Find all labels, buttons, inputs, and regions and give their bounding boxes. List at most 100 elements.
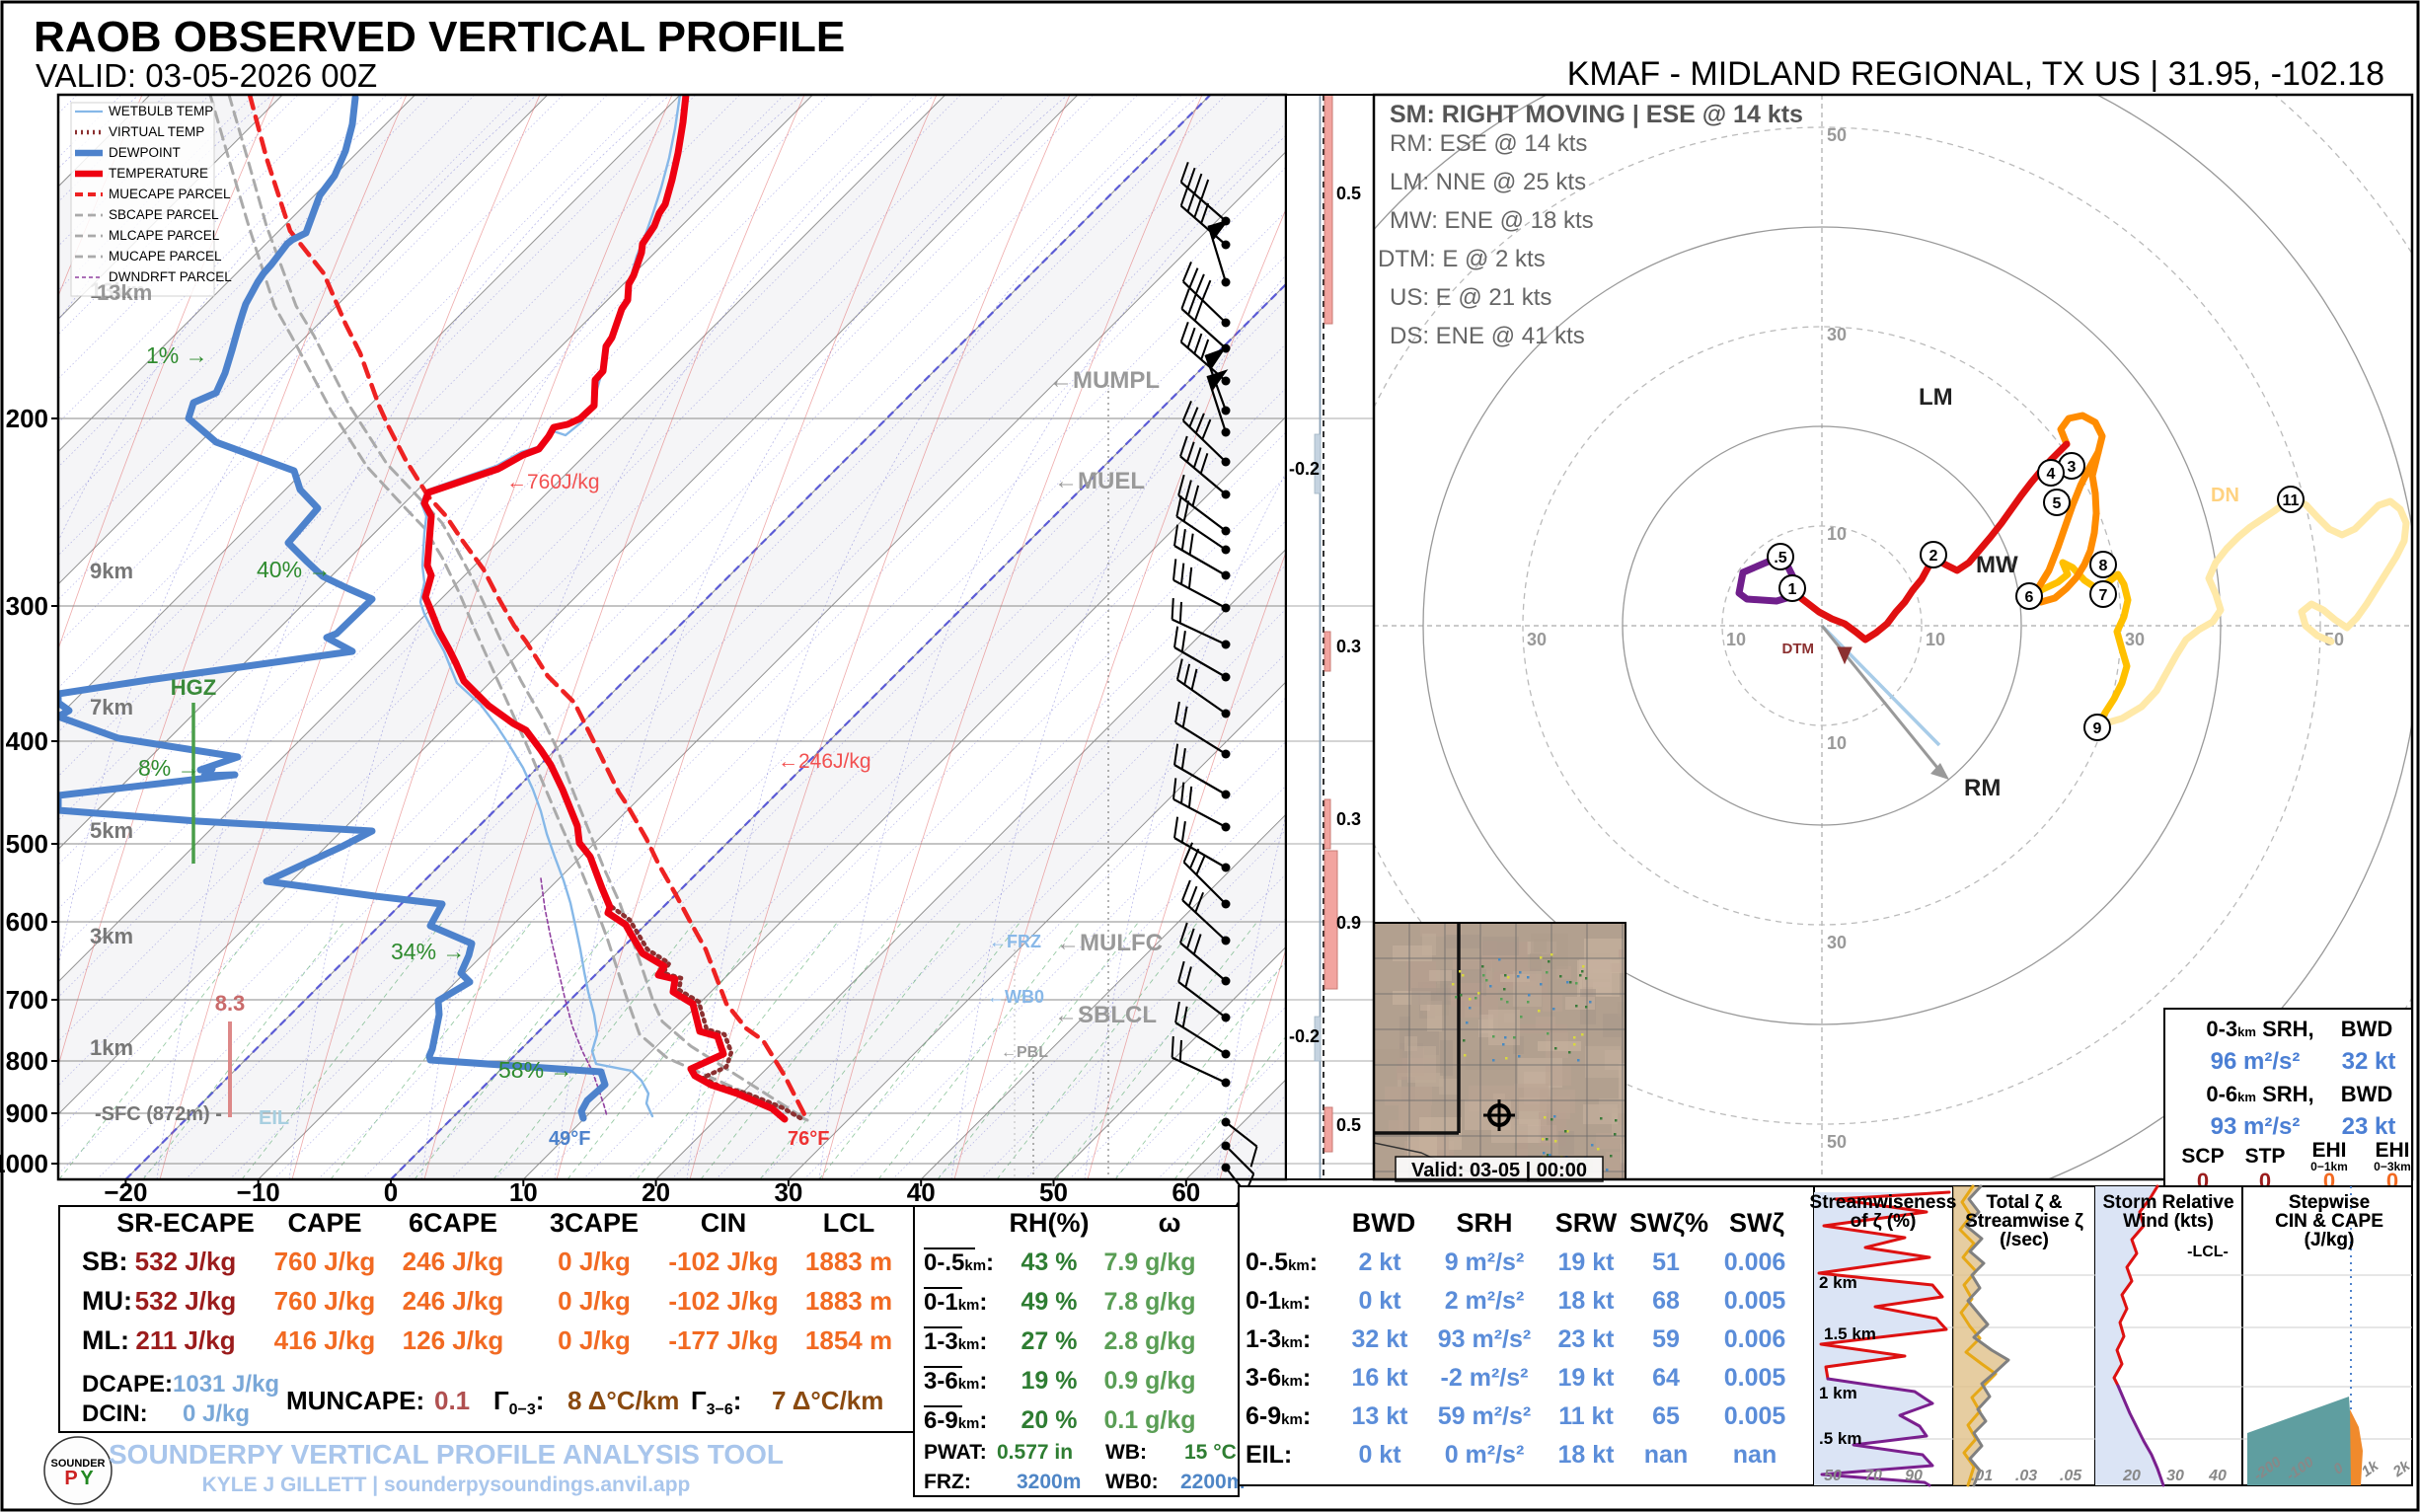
svg-text:1-3km:: 1-3km: — [924, 1328, 987, 1355]
svg-text:0−3km: 0−3km — [2374, 1160, 2411, 1173]
svg-text:760 J/kg: 760 J/kg — [274, 1247, 376, 1276]
svg-text:532 J/kg: 532 J/kg — [135, 1247, 237, 1276]
svg-text:34% →: 34% → — [391, 939, 465, 964]
svg-text:-2 m²/s²: -2 m²/s² — [1441, 1364, 1529, 1392]
svg-text:6: 6 — [2025, 589, 2034, 606]
svg-text:19 kt: 19 kt — [1558, 1364, 1616, 1392]
svg-text:−10: −10 — [237, 1177, 280, 1207]
svg-text:CIN: CIN — [701, 1208, 747, 1238]
svg-text:532 J/kg: 532 J/kg — [135, 1286, 237, 1316]
svg-text:400: 400 — [6, 726, 48, 756]
svg-text:CIN & CAPE: CIN & CAPE — [2275, 1211, 2383, 1232]
svg-text:0.005: 0.005 — [1724, 1287, 1786, 1315]
svg-text:246 J/kg: 246 J/kg — [403, 1286, 504, 1316]
svg-text:-0.2: -0.2 — [1289, 459, 1320, 479]
svg-text:Storm Relative: Storm Relative — [2102, 1192, 2233, 1213]
svg-text:Γ3−6:: Γ3−6: — [691, 1386, 741, 1418]
svg-text:VALID: 03-05-2026 00Z: VALID: 03-05-2026 00Z — [36, 57, 377, 94]
svg-text:1% →: 1% → — [146, 342, 208, 368]
svg-text:0 J/kg: 0 J/kg — [558, 1325, 631, 1355]
svg-text:TEMPERATURE: TEMPERATURE — [109, 166, 208, 181]
svg-text:0: 0 — [384, 1177, 398, 1207]
svg-text:←MULFC: ←MULFC — [1056, 930, 1163, 956]
svg-text:9: 9 — [2093, 720, 2102, 737]
svg-text:60: 60 — [1172, 1177, 1200, 1207]
svg-text:3CAPE: 3CAPE — [550, 1208, 639, 1238]
svg-text:WB0:: WB0: — [1105, 1471, 1159, 1493]
svg-text:59: 59 — [1652, 1325, 1680, 1353]
svg-text:20 %: 20 % — [1021, 1406, 1078, 1434]
svg-text:(/sec): (/sec) — [2000, 1230, 2049, 1250]
svg-text:3: 3 — [2068, 459, 2077, 476]
svg-text:DCAPE:: DCAPE: — [82, 1371, 173, 1398]
svg-text:126 J/kg: 126 J/kg — [403, 1325, 504, 1355]
svg-text:Y: Y — [80, 1468, 94, 1489]
svg-text:EHI: EHI — [2375, 1139, 2409, 1162]
svg-text:LCL: LCL — [823, 1208, 874, 1238]
svg-text:30: 30 — [774, 1177, 802, 1207]
svg-text:93 m²/s²: 93 m²/s² — [2211, 1113, 2301, 1140]
svg-text:7.8 g/kg: 7.8 g/kg — [1103, 1288, 1195, 1316]
svg-text:LM: NNE @ 25 kts: LM: NNE @ 25 kts — [1390, 169, 1586, 195]
svg-text:1883 m: 1883 m — [805, 1247, 892, 1276]
svg-text:DWNDRFT PARCEL: DWNDRFT PARCEL — [109, 269, 232, 284]
svg-text:Total ζ &: Total ζ & — [1986, 1192, 2062, 1213]
svg-text:0.5: 0.5 — [1336, 1115, 1361, 1135]
svg-text:SM: RIGHT MOVING | ESE @ 14 kt: SM: RIGHT MOVING | ESE @ 14 kts — [1390, 101, 1803, 128]
svg-text:nan: nan — [1733, 1441, 1777, 1469]
svg-text:Streamwise ζ: Streamwise ζ — [1965, 1211, 2083, 1232]
svg-text:(/sec): (/sec) — [2000, 1230, 2049, 1250]
svg-text:←FRZ: ←FRZ — [989, 932, 1041, 951]
svg-text:EIL: EIL — [259, 1107, 289, 1129]
svg-text:SWζ%: SWζ% — [1629, 1208, 1708, 1238]
svg-text:SWζ: SWζ — [1729, 1208, 1784, 1238]
svg-text:MW: MW — [1976, 552, 2018, 578]
svg-text:40: 40 — [907, 1177, 936, 1207]
svg-text:RAOB OBSERVED VERTICAL PROFILE: RAOB OBSERVED VERTICAL PROFILE — [34, 13, 845, 61]
svg-text:10: 10 — [1827, 733, 1847, 753]
svg-text:−20: −20 — [104, 1177, 147, 1207]
svg-text:-SFC (872m) -: -SFC (872m) - — [95, 1103, 222, 1125]
svg-text:1.5 km: 1.5 km — [1824, 1324, 1876, 1343]
svg-text:64: 64 — [1652, 1364, 1680, 1392]
svg-text:90: 90 — [1905, 1468, 1923, 1484]
svg-text:HGZ: HGZ — [171, 675, 216, 700]
svg-text:59 m²/s²: 59 m²/s² — [1438, 1402, 1531, 1430]
svg-text:Stepwise: Stepwise — [2289, 1192, 2370, 1213]
svg-text:P: P — [64, 1468, 77, 1489]
svg-text:1031 J/kg: 1031 J/kg — [173, 1371, 279, 1398]
svg-text:416 J/kg: 416 J/kg — [274, 1325, 376, 1355]
svg-text:SR-ECAPE: SR-ECAPE — [116, 1208, 255, 1238]
svg-text:.01: .01 — [1971, 1468, 1993, 1484]
svg-text:50: 50 — [1039, 1177, 1068, 1207]
svg-text:-LCL-: -LCL- — [2187, 1244, 2229, 1260]
svg-text:900: 900 — [6, 1098, 48, 1128]
svg-text:STP: STP — [2245, 1145, 2286, 1168]
svg-text:700: 700 — [6, 985, 48, 1015]
svg-text:0 J/kg: 0 J/kg — [183, 1400, 250, 1427]
svg-text:8 Δ°C/km: 8 Δ°C/km — [567, 1386, 679, 1415]
svg-text:RM: RM — [1964, 775, 2001, 801]
svg-text:KYLE J GILLETT | sounderpysoun: KYLE J GILLETT | sounderpysoundings.anvi… — [202, 1474, 691, 1496]
svg-text:65: 65 — [1652, 1402, 1680, 1430]
svg-text:11 kt: 11 kt — [1558, 1402, 1614, 1430]
svg-text:30: 30 — [1527, 630, 1547, 649]
svg-text:211 J/kg: 211 J/kg — [135, 1325, 235, 1355]
svg-text:BWD: BWD — [2341, 1017, 2393, 1041]
svg-text:2 km: 2 km — [1819, 1273, 1857, 1292]
svg-text:(J/kg): (J/kg) — [2305, 1230, 2355, 1250]
svg-text:20: 20 — [642, 1177, 670, 1207]
svg-text:SOUNDER: SOUNDER — [50, 1458, 105, 1470]
svg-text:19 kt: 19 kt — [1558, 1248, 1616, 1276]
svg-text:DS: ENE @ 41 kts: DS: ENE @ 41 kts — [1390, 323, 1585, 349]
svg-text:9 m²/s²: 9 m²/s² — [1445, 1248, 1525, 1276]
svg-text:MUCAPE PARCEL: MUCAPE PARCEL — [109, 249, 222, 264]
svg-text:0 J/kg: 0 J/kg — [558, 1247, 631, 1276]
svg-text:FRZ:: FRZ: — [924, 1471, 971, 1493]
svg-text:8: 8 — [2099, 558, 2108, 574]
svg-text:15 °C: 15 °C — [1184, 1441, 1237, 1464]
svg-text:30: 30 — [1827, 325, 1847, 344]
svg-text:3km: 3km — [90, 924, 133, 948]
svg-text:30: 30 — [2125, 630, 2145, 649]
svg-text:0.1: 0.1 — [434, 1386, 470, 1415]
